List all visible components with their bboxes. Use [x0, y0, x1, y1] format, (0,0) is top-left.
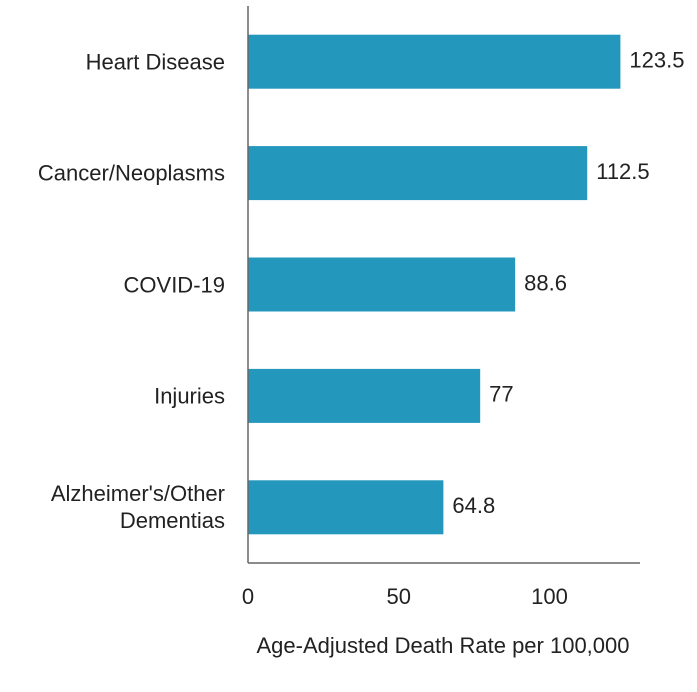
x-tick-label: 0 [242, 584, 254, 609]
x-axis-title: Age-Adjusted Death Rate per 100,000 [256, 633, 630, 658]
bar [248, 480, 444, 535]
value-label: 64.8 [452, 493, 495, 518]
y-tick-label: Injuries [154, 383, 225, 409]
y-tick-label: Cancer/Neoplasms [37, 160, 225, 186]
y-tick-label: Alzheimer's/Other Dementias [50, 481, 225, 534]
y-tick-label: Heart Disease [85, 49, 225, 75]
value-label: 123.5 [629, 48, 684, 73]
value-label: 112.5 [596, 159, 649, 184]
bar [248, 34, 621, 89]
y-tick-label: COVID-19 [123, 272, 225, 297]
x-tick-label: 100 [531, 584, 568, 609]
bar [248, 146, 588, 201]
bar [248, 257, 516, 312]
value-label: 77 [489, 382, 513, 407]
x-tick-label: 50 [387, 584, 411, 609]
value-label: 88.6 [524, 270, 567, 295]
bar [248, 368, 481, 423]
